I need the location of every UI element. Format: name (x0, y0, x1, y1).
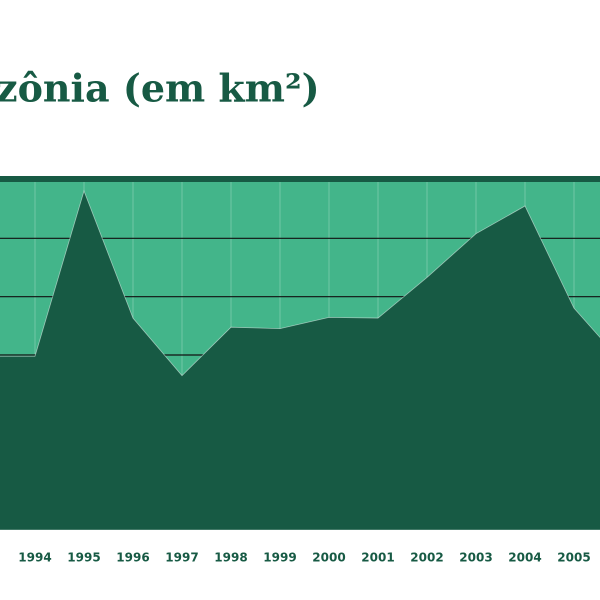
x-tick-label: 2003 (459, 551, 492, 565)
x-tick-label: 2002 (410, 551, 443, 565)
area (0, 189, 600, 531)
x-tick-label: 1999 (263, 551, 296, 565)
x-tick-label: 1997 (165, 551, 198, 565)
x-tick-label: 1998 (214, 551, 247, 565)
top-band (0, 176, 600, 182)
x-tick-label: 2005 (557, 551, 590, 565)
x-tick-label: 2001 (361, 551, 394, 565)
x-tick-label: 1995 (67, 551, 100, 565)
x-tick-label: 1994 (18, 551, 51, 565)
x-tick-label: 1996 (116, 551, 149, 565)
x-tick-label: 2000 (312, 551, 345, 565)
x-tick-label: 2004 (508, 551, 541, 565)
chart-title: zônia (em km²) (0, 66, 320, 111)
